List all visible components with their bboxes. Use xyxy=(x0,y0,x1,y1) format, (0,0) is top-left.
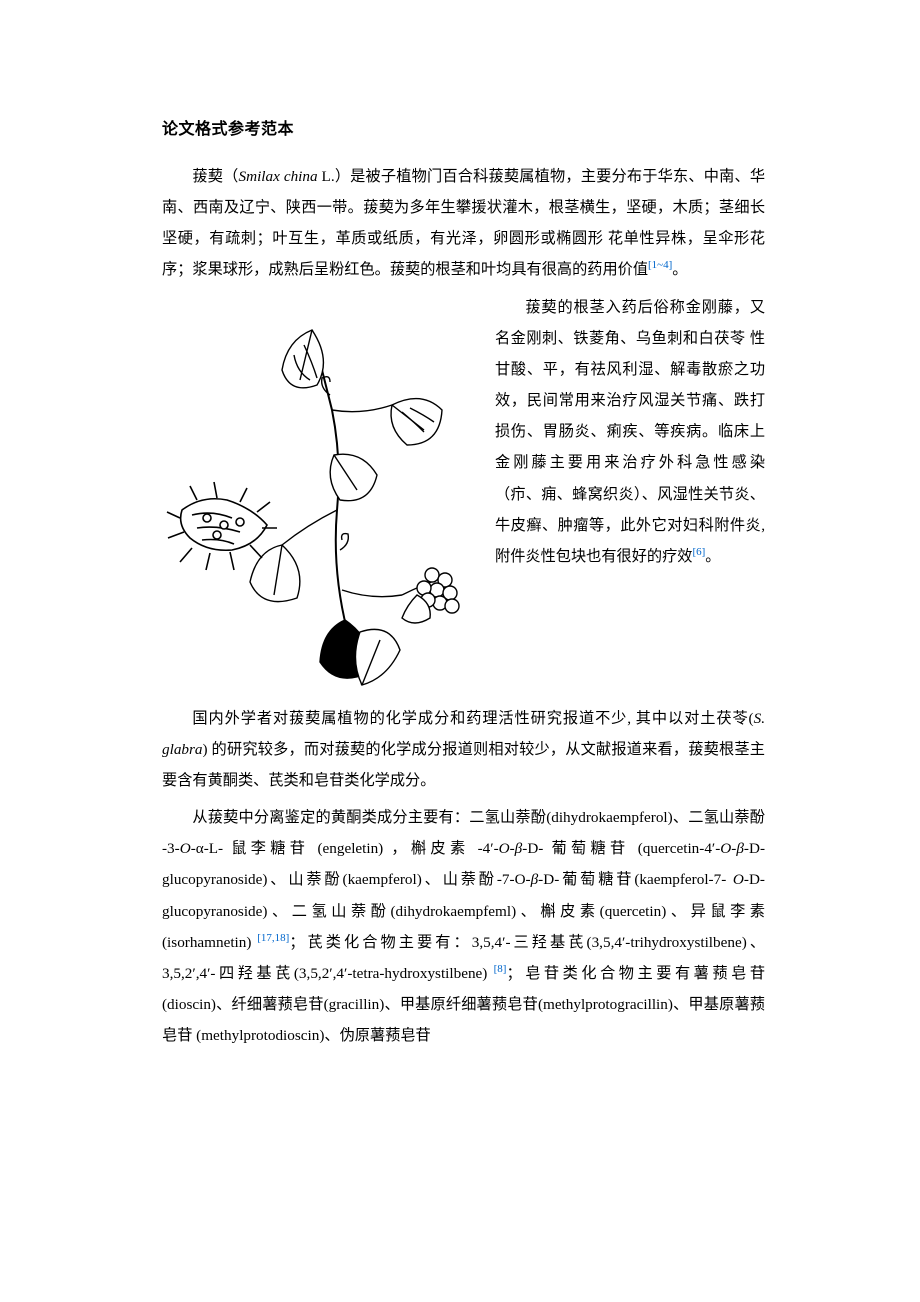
reference-1-4: [1~4] xyxy=(648,259,672,271)
reference-6: [6] xyxy=(692,546,705,558)
p4-sc1: L xyxy=(209,840,218,857)
reference-8: [8] xyxy=(487,963,506,975)
p4-sc2: D xyxy=(527,840,538,857)
p4-t11: -葡萄糖苷(kaempferol-7- xyxy=(554,871,733,888)
p4-t3: - 鼠李糖苷 (engeletin) ，槲皮素 -4′- xyxy=(218,840,499,857)
p2-text-1: 菝葜的根茎入药后俗称金刚藤，又名金刚刺、铁菱角、乌鱼刺和白茯苓 性甘酸、平，有祛… xyxy=(495,299,765,565)
p4-t2: -α- xyxy=(191,840,209,857)
p4-i7: O xyxy=(733,871,744,888)
species-name: Smilax china xyxy=(239,168,318,185)
p2-text-2: 。 xyxy=(705,548,720,565)
p1-text-3: 。 xyxy=(672,262,687,279)
p4-sc5: D xyxy=(749,871,760,888)
p1-text-1: 菝葜（ xyxy=(192,168,238,185)
p4-i1: O xyxy=(180,840,191,857)
p3-text-2: ) 的研究较多，而对菝葜的化学成分报道则相对较少，从文献报道来看，菝葜根茎主要含… xyxy=(162,741,765,789)
p4-i5: β xyxy=(736,840,744,857)
p4-t6: - 葡萄糖苷 (quercetin-4′- xyxy=(538,840,720,857)
p4-i4: O xyxy=(720,840,731,857)
botanical-illustration xyxy=(162,300,477,695)
paragraph-1: 菝葜（Smilax china L.）是被子植物门百合科菝葜属植物，主要分布于华… xyxy=(162,161,765,286)
reference-17-18: [17,18] xyxy=(251,932,289,944)
p3-text-1: 国内外学者对菝葜属植物的化学成分和药理活性研究报道不少, 其中以对土茯苓( xyxy=(192,710,753,727)
p4-sc3: D xyxy=(749,840,760,857)
p4-sc4: D xyxy=(543,871,554,888)
p4-i2: O xyxy=(499,840,510,857)
body-wrapping-section: 菝葜（Smilax china L.）是被子植物门百合科菝葜属植物，主要分布于华… xyxy=(162,161,765,703)
paragraph-3: 国内外学者对菝葜属植物的化学成分和药理活性研究报道不少, 其中以对土茯苓(S. … xyxy=(162,703,765,796)
document-title: 论文格式参考范本 xyxy=(162,115,765,139)
paragraph-4: 从菝葜中分离鉴定的黄酮类成分主要有：二氢山萘酚(dihydrokaempfero… xyxy=(162,802,765,1051)
